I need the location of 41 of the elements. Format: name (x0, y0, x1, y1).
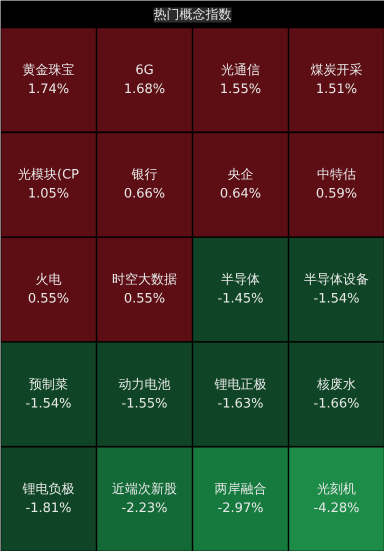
category-label: 火电 (36, 272, 62, 288)
data-label: -1.81% (26, 501, 72, 516)
category-label: 半导体 (221, 272, 260, 288)
data-label: 1.51% (316, 82, 358, 97)
data-label: -1.63% (218, 396, 264, 412)
data-label: 1.74% (28, 82, 70, 97)
data-label: 0.55% (28, 292, 70, 306)
category-label: 核废水 (316, 377, 356, 392)
category-label: 银行 (130, 168, 158, 183)
data-label: -1.55% (122, 396, 168, 412)
category-label: 央企 (228, 168, 254, 183)
data-label: -2.97% (218, 501, 264, 516)
data-label: -2.23% (122, 501, 168, 516)
data-label: 0.59% (316, 186, 358, 202)
data-label: -4.28% (314, 501, 360, 516)
category-label: 近端次新股 (112, 482, 177, 498)
category-label: 黄金珠宝 (22, 62, 74, 78)
data-label: 0.64% (220, 186, 262, 202)
category-label: 中特估 (317, 168, 356, 183)
category-label: 光刻机 (317, 482, 356, 498)
data-label: 1.68% (124, 82, 166, 97)
category-label: 6G (135, 62, 154, 78)
category-label: 动力电池 (118, 377, 170, 392)
category-label: 锂电正极 (214, 377, 266, 392)
text: 热门概念指数 (154, 6, 232, 22)
category-label: 光通信 (221, 62, 260, 78)
category-label: 煤炭开采 (310, 62, 362, 78)
category-label: 半导体设备 (304, 272, 369, 288)
data-label: -1.66% (314, 396, 360, 412)
data-label: 0.66% (124, 186, 166, 202)
category-label: 预制菜 (29, 377, 68, 392)
data-label: -1.54% (314, 292, 360, 306)
data-label: 1.05% (28, 186, 70, 202)
category-label: 时空大数据 (112, 272, 177, 288)
category-label: 两岸融合 (214, 482, 266, 498)
data-label: -1.45% (218, 292, 264, 306)
data-label: 0.55% (124, 292, 166, 306)
category-label: 光模块(CP (18, 168, 80, 183)
data-label: 1.55% (220, 82, 262, 97)
data-label: -1.54% (26, 396, 72, 412)
category-label: 锂电负极 (22, 482, 74, 498)
